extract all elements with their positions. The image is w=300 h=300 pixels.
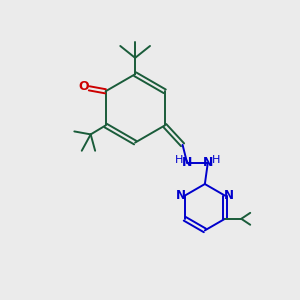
Text: N: N [176, 189, 186, 202]
Text: H: H [175, 155, 183, 165]
Text: N: N [202, 156, 213, 169]
Text: H: H [212, 155, 220, 165]
Text: N: N [182, 156, 192, 169]
Text: N: N [224, 189, 233, 202]
Text: O: O [79, 80, 89, 93]
